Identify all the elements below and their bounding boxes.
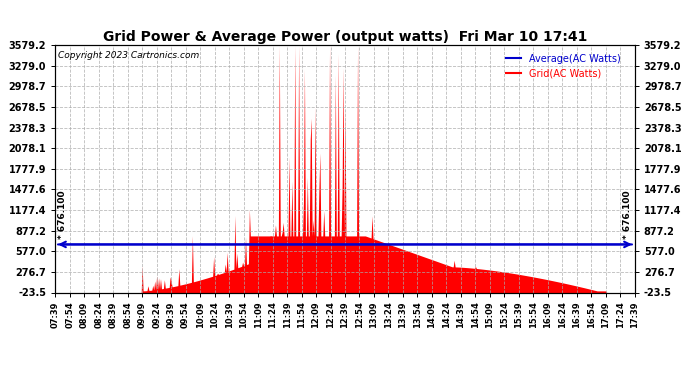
Title: Grid Power & Average Power (output watts)  Fri Mar 10 17:41: Grid Power & Average Power (output watts…: [103, 30, 587, 44]
Legend: Average(AC Watts), Grid(AC Watts): Average(AC Watts), Grid(AC Watts): [502, 50, 624, 82]
Text: * 676.100: * 676.100: [622, 190, 631, 239]
Text: * 676.100: * 676.100: [59, 190, 68, 239]
Text: Copyright 2023 Cartronics.com: Copyright 2023 Cartronics.com: [58, 51, 199, 60]
